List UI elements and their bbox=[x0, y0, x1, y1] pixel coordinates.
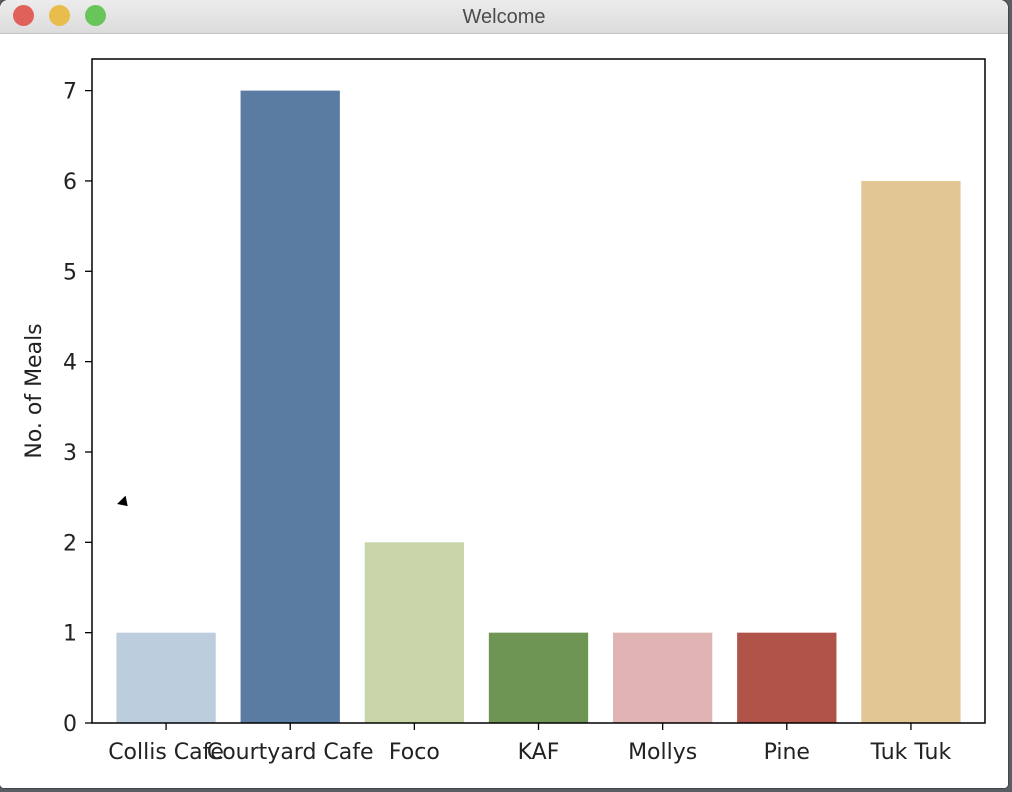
y-tick-label: 0 bbox=[63, 712, 77, 737]
y-tick-label: 4 bbox=[63, 351, 77, 376]
title-bar[interactable]: Welcome bbox=[0, 0, 1008, 34]
x-tick-label: Tuk Tuk bbox=[870, 740, 952, 765]
x-tick-label: Mollys bbox=[628, 740, 697, 765]
y-tick-label: 6 bbox=[63, 170, 77, 195]
y-tick-label: 1 bbox=[63, 622, 77, 647]
axes-frame bbox=[91, 58, 986, 724]
bar-kaf bbox=[488, 632, 589, 723]
y-tick-label: 7 bbox=[63, 80, 77, 105]
x-tick-label: Collis Cafe bbox=[108, 740, 224, 765]
chart-canvas: 0 1 2 3 4 5 6 7 Collis Cafe Courtyard Cafe Foco KA… bbox=[0, 34, 1008, 788]
window-title: Welcome bbox=[462, 6, 546, 28]
x-tick-label: Courtyard Cafe bbox=[207, 740, 374, 765]
bar-group bbox=[116, 90, 961, 724]
y-tick-label: 5 bbox=[63, 260, 77, 285]
y-axis-ticks: 0 1 2 3 4 5 6 7 bbox=[63, 80, 92, 737]
x-tick-label: KAF bbox=[518, 740, 560, 765]
bar-collis-cafe bbox=[116, 632, 216, 723]
bar-mollys bbox=[612, 632, 713, 723]
x-tick-label: Foco bbox=[389, 740, 440, 765]
bar-foco bbox=[364, 542, 465, 723]
y-tick-label: 2 bbox=[63, 531, 77, 556]
y-axis-label: No. of Meals bbox=[22, 323, 47, 458]
y-tick-label: 3 bbox=[63, 441, 77, 466]
maximize-window-button[interactable] bbox=[85, 5, 106, 26]
bar-pine bbox=[737, 632, 837, 723]
minimize-window-button[interactable] bbox=[49, 5, 70, 26]
bar-courtyard-cafe bbox=[240, 90, 340, 724]
x-tick-label: Pine bbox=[764, 740, 810, 765]
bar-tuk-tuk bbox=[861, 180, 961, 724]
close-window-button[interactable] bbox=[13, 5, 34, 26]
